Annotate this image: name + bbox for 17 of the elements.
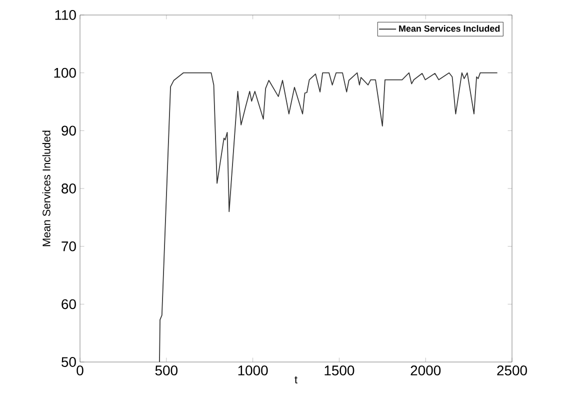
y-tick-label: 100 (54, 68, 76, 78)
line-series (159, 72, 498, 362)
y-tick-label: 110 (55, 10, 76, 20)
y-axis-title: Mean Services Included (42, 130, 50, 246)
x-axis-title: t (294, 376, 298, 384)
y-tick-label: 90 (62, 126, 76, 136)
y-tick-label: 50 (62, 357, 76, 367)
x-tick-label: 2000 (410, 366, 441, 376)
y-tick-label: 70 (62, 241, 76, 252)
x-tick-label: 1500 (324, 366, 354, 376)
legend-label: Mean Services Included (399, 25, 500, 32)
y-tick-label: 80 (62, 184, 76, 194)
x-tick-label: 500 (155, 366, 178, 376)
x-tick-label: 2500 (497, 366, 527, 376)
x-tick-label: 0 (76, 366, 84, 376)
x-tick-label: 1000 (238, 366, 268, 376)
y-tick-label: 60 (62, 299, 76, 310)
